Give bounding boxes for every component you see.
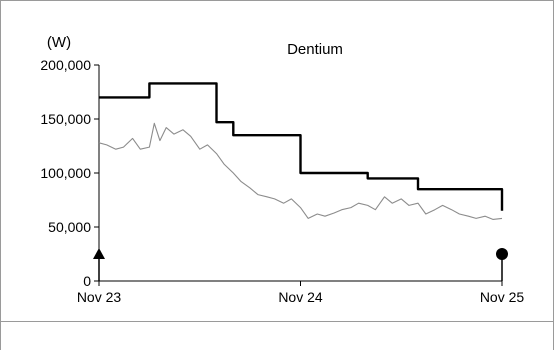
target-price-line bbox=[99, 82, 504, 211]
x-tick-label: Nov 24 bbox=[278, 289, 323, 305]
y-tick-label: 100,000 bbox=[40, 165, 91, 181]
marker-group bbox=[93, 248, 508, 281]
series-group bbox=[98, 82, 504, 220]
share-price-line bbox=[98, 122, 503, 220]
y-tick-label: 150,000 bbox=[40, 111, 91, 127]
footer-band bbox=[1, 321, 553, 350]
x-tick-label: Nov 25 bbox=[480, 289, 525, 305]
circle-marker bbox=[496, 248, 508, 260]
y-tick-label: 0 bbox=[83, 273, 91, 289]
chart-title: Dentium bbox=[287, 41, 343, 58]
x-axis: Nov 23 Nov 24 Nov 25 bbox=[77, 280, 525, 305]
x-tick-label: Nov 23 bbox=[77, 289, 122, 305]
y-unit-label: (W) bbox=[47, 34, 71, 51]
y-axis: 0 50,000 100,000 150,000 200,000 bbox=[40, 57, 100, 289]
triangle-marker bbox=[93, 248, 105, 259]
line-chart: Dentium (W) 0 50,000 100,000 150,000 200,000… bbox=[40, 34, 525, 305]
y-tick-label: 50,000 bbox=[48, 219, 91, 235]
y-tick-label: 200,000 bbox=[40, 57, 91, 73]
